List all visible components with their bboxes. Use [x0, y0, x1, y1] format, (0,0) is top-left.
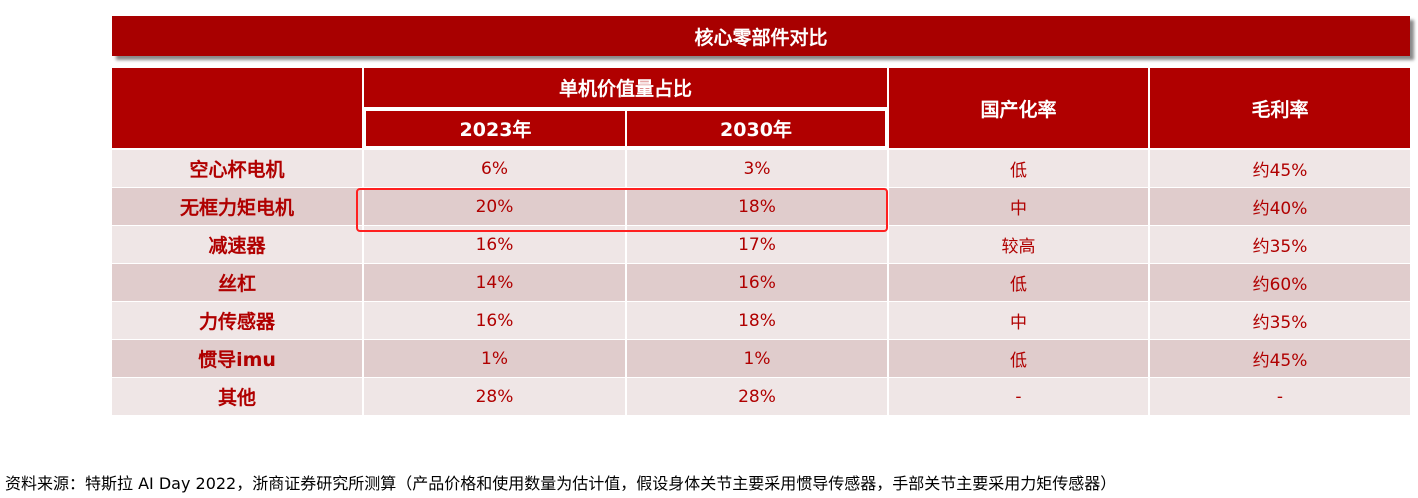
cell: 低 [889, 150, 1148, 187]
header-group: 单机价值量占比 [364, 68, 887, 107]
table-title: 核心零部件对比 [112, 16, 1410, 56]
cell: 1% [364, 340, 625, 377]
cell: - [1150, 378, 1410, 415]
row-label: 其他 [112, 378, 362, 415]
cell: 17% [627, 226, 887, 263]
cell: 6% [364, 150, 625, 187]
cell: 低 [889, 264, 1148, 301]
header-localization: 国产化率 [889, 68, 1148, 148]
cell: 约45% [1150, 150, 1410, 187]
cell: 中 [889, 188, 1148, 225]
cell: 16% [364, 226, 625, 263]
cell: 20% [364, 188, 625, 225]
cell: - [889, 378, 1148, 415]
row-label: 减速器 [112, 226, 362, 263]
cell: 16% [627, 264, 887, 301]
cell: 18% [627, 302, 887, 339]
header-margin: 毛利率 [1150, 68, 1410, 148]
header-year: 2023年 [364, 109, 625, 148]
cell: 14% [364, 264, 625, 301]
highlight-box [356, 188, 888, 232]
cell: 约60% [1150, 264, 1410, 301]
row-label: 惯导imu [112, 340, 362, 377]
row-label: 丝杠 [112, 264, 362, 301]
cell: 较高 [889, 226, 1148, 263]
cell: 16% [364, 302, 625, 339]
cell: 低 [889, 340, 1148, 377]
row-label: 力传感器 [112, 302, 362, 339]
cell: 28% [627, 378, 887, 415]
cell: 约40% [1150, 188, 1410, 225]
row-label: 空心杯电机 [112, 150, 362, 187]
cell: 约35% [1150, 302, 1410, 339]
header-blank [112, 68, 362, 148]
cell: 约45% [1150, 340, 1410, 377]
cell: 18% [627, 188, 887, 225]
cell: 1% [627, 340, 887, 377]
cell: 28% [364, 378, 625, 415]
cell: 约35% [1150, 226, 1410, 263]
header-year: 2030年 [627, 109, 887, 148]
source-note: 资料来源：特斯拉 AI Day 2022，浙商证券研究所测算（产品价格和使用数量… [5, 474, 1117, 493]
cell: 3% [627, 150, 887, 187]
cell: 中 [889, 302, 1148, 339]
row-label: 无框力矩电机 [112, 188, 362, 225]
